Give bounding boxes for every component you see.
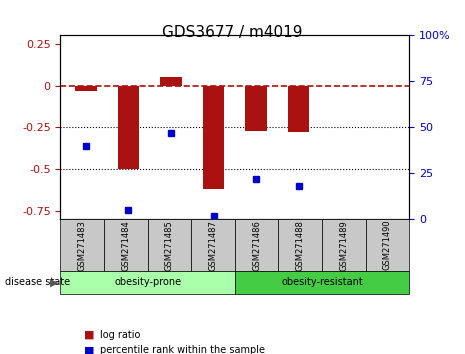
Text: GSM271483: GSM271483 xyxy=(78,220,87,270)
Text: GSM271485: GSM271485 xyxy=(165,220,174,270)
Text: disease state: disease state xyxy=(5,277,70,287)
Text: ■: ■ xyxy=(84,330,94,339)
Text: obesity-resistant: obesity-resistant xyxy=(281,277,363,287)
Text: GSM271490: GSM271490 xyxy=(383,220,392,270)
Bar xyxy=(160,77,182,86)
Bar xyxy=(288,86,309,132)
Text: GSM271486: GSM271486 xyxy=(252,220,261,270)
Text: GSM271487: GSM271487 xyxy=(208,220,218,270)
Text: percentile rank within the sample: percentile rank within the sample xyxy=(100,346,265,354)
Bar xyxy=(246,86,267,131)
Bar xyxy=(118,86,139,169)
Bar xyxy=(75,86,97,91)
Text: log ratio: log ratio xyxy=(100,330,140,339)
Text: ■: ■ xyxy=(84,346,94,354)
Text: GSM271489: GSM271489 xyxy=(339,220,348,270)
Bar xyxy=(203,86,224,189)
Text: GSM271484: GSM271484 xyxy=(121,220,130,270)
Text: obesity-prone: obesity-prone xyxy=(114,277,181,287)
Text: GDS3677 / m4019: GDS3677 / m4019 xyxy=(162,25,303,40)
Text: ▶: ▶ xyxy=(50,277,58,287)
Text: GSM271488: GSM271488 xyxy=(296,220,305,270)
